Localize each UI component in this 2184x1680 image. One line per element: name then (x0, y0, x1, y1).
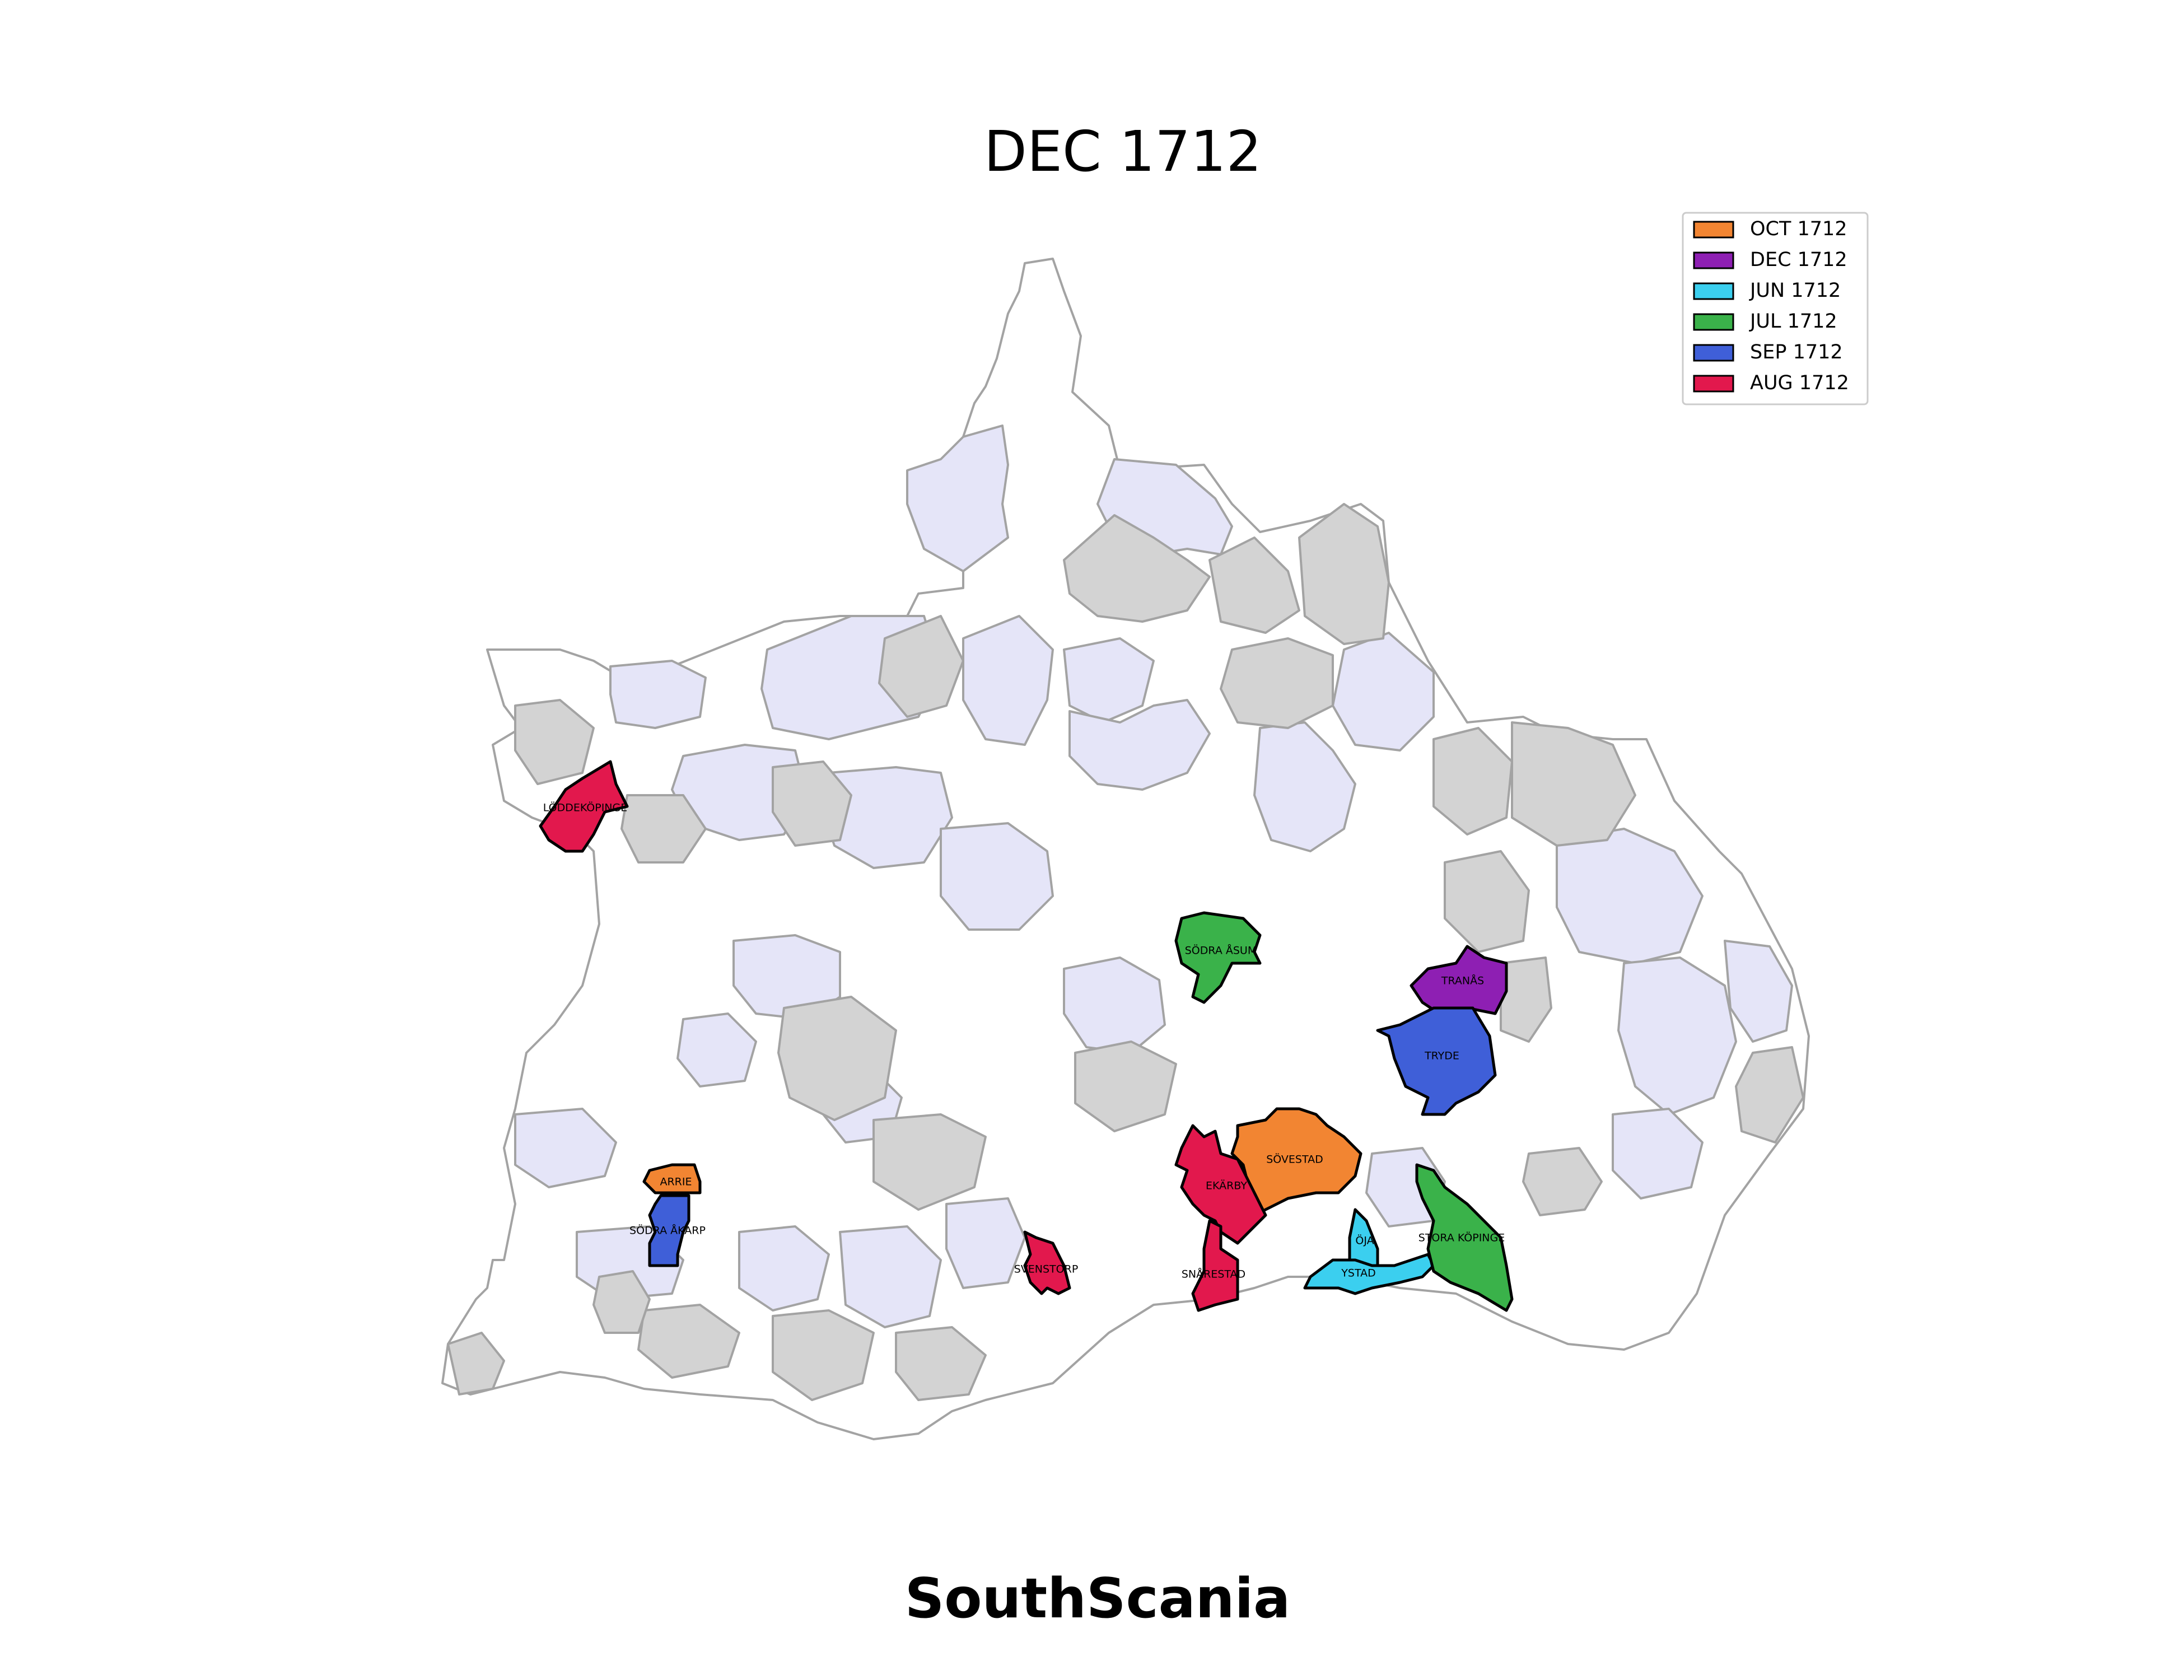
parish-label: LÖDDEKÖPINGE (543, 801, 628, 814)
highlighted-parishes (539, 760, 1514, 1312)
parish-region (1500, 956, 1552, 1043)
parish-region (620, 794, 707, 864)
legend-swatch (1693, 375, 1734, 393)
parish-label: SÖDRA ÅSUM (1185, 944, 1257, 957)
parish-region (940, 822, 1054, 931)
parish-region (962, 615, 1054, 746)
parish-region (777, 996, 897, 1121)
parish-region (1063, 637, 1155, 724)
parish-region (872, 1113, 987, 1211)
parish-label: EKÄRBY (1206, 1179, 1247, 1192)
legend-label: OCT 1712 (1750, 218, 1847, 240)
legend-swatch (1693, 282, 1734, 300)
parish-ystad[interactable] (1303, 1253, 1435, 1295)
legend-label: JUL 1712 (1749, 310, 1837, 333)
parish-label: TRYDE (1424, 1050, 1459, 1062)
parish-region (1068, 699, 1211, 791)
legend-swatch (1693, 344, 1734, 362)
parish-svenstorp[interactable] (1023, 1230, 1071, 1295)
parish-region (895, 1326, 987, 1401)
parish-label: TRANÅS (1441, 974, 1484, 987)
parish-region (592, 1270, 651, 1334)
parish-region (1724, 940, 1793, 1043)
parish-region (772, 760, 852, 847)
parish-arrie[interactable] (642, 1163, 702, 1194)
region-outline (441, 258, 1810, 1440)
parish-region (1220, 637, 1334, 729)
parish-region (1511, 721, 1636, 847)
parish-tryde[interactable] (1376, 1006, 1497, 1116)
parish-region (447, 1332, 505, 1396)
legend-label: SEP 1712 (1750, 341, 1843, 363)
parish-sodra-akarp[interactable] (648, 1194, 690, 1267)
parish-region (1208, 536, 1300, 634)
parish-region (1074, 1040, 1177, 1132)
parish-region (1063, 514, 1211, 623)
parish-region (1298, 503, 1390, 645)
parish-label: SÖVESTAD (1266, 1153, 1323, 1166)
legend-label: DEC 1712 (1750, 249, 1847, 271)
parish-region (1612, 1108, 1704, 1200)
parish-region (839, 1225, 942, 1328)
parish-region (738, 1225, 830, 1312)
parish-label: YSTAD (1341, 1267, 1375, 1280)
parish-region (1332, 632, 1435, 752)
legend-label: AUG 1712 (1750, 372, 1849, 394)
parish-region (945, 1197, 1026, 1289)
base-map (441, 258, 1810, 1440)
legend-swatch (1693, 251, 1734, 269)
parish-region (1617, 956, 1737, 1116)
parish-sodra-asum[interactable] (1174, 911, 1262, 1004)
parish-snarestad[interactable] (1191, 1219, 1239, 1312)
legend-label: JUN 1712 (1749, 279, 1841, 302)
legend-entries: OCT 1712 DEC 1712 JUN 1712 JUL 1712 SEP 1712… (1693, 218, 1849, 394)
parish-ekarby[interactable] (1174, 1124, 1267, 1245)
parish-label: SVENSTORP (1014, 1263, 1079, 1276)
parish-region (514, 699, 595, 785)
parish-label: ÖJA (1355, 1234, 1374, 1247)
parish-region (676, 1012, 757, 1088)
parish-region (1522, 1147, 1603, 1216)
parish-region (878, 615, 964, 718)
parish-stora-kopinge[interactable] (1415, 1163, 1514, 1312)
parish-label: ARRIE (660, 1176, 692, 1188)
map-caption: SouthScania (905, 1567, 1291, 1631)
parish-region (906, 424, 1009, 572)
parish-label: SNÅRESTAD (1182, 1268, 1245, 1281)
parish-label: SÖDRA ÅKARP (629, 1224, 706, 1237)
parish-region (1432, 727, 1513, 836)
parish-tranas[interactable] (1410, 945, 1508, 1015)
legend-swatch (1693, 221, 1734, 239)
parish-sovestad[interactable] (1230, 1107, 1362, 1217)
legend-swatch (1693, 313, 1734, 331)
map-title: DEC 1712 (984, 119, 1262, 184)
parish-region (514, 1108, 617, 1188)
parish-region (1556, 828, 1704, 964)
legend: OCT 1712 DEC 1712 JUN 1712 JUL 1712 SEP 1712… (1682, 212, 1869, 405)
parish-labels: LÖDDEKÖPINGE SÖDRA ÅSUM TRANÅS TRYDE SÖVESTA… (543, 801, 1505, 1281)
parish-region (1444, 850, 1530, 953)
parish-label: STORA KÖPINGE (1418, 1231, 1505, 1244)
parish-loddekopinge[interactable] (539, 760, 629, 853)
grey-parishes (447, 503, 1804, 1401)
parish-region (1253, 721, 1356, 852)
parish-region (609, 660, 707, 729)
parish-region (1063, 956, 1166, 1054)
parish-region (772, 1309, 875, 1401)
parish-region (637, 1304, 740, 1379)
parish-region (1735, 1046, 1804, 1144)
